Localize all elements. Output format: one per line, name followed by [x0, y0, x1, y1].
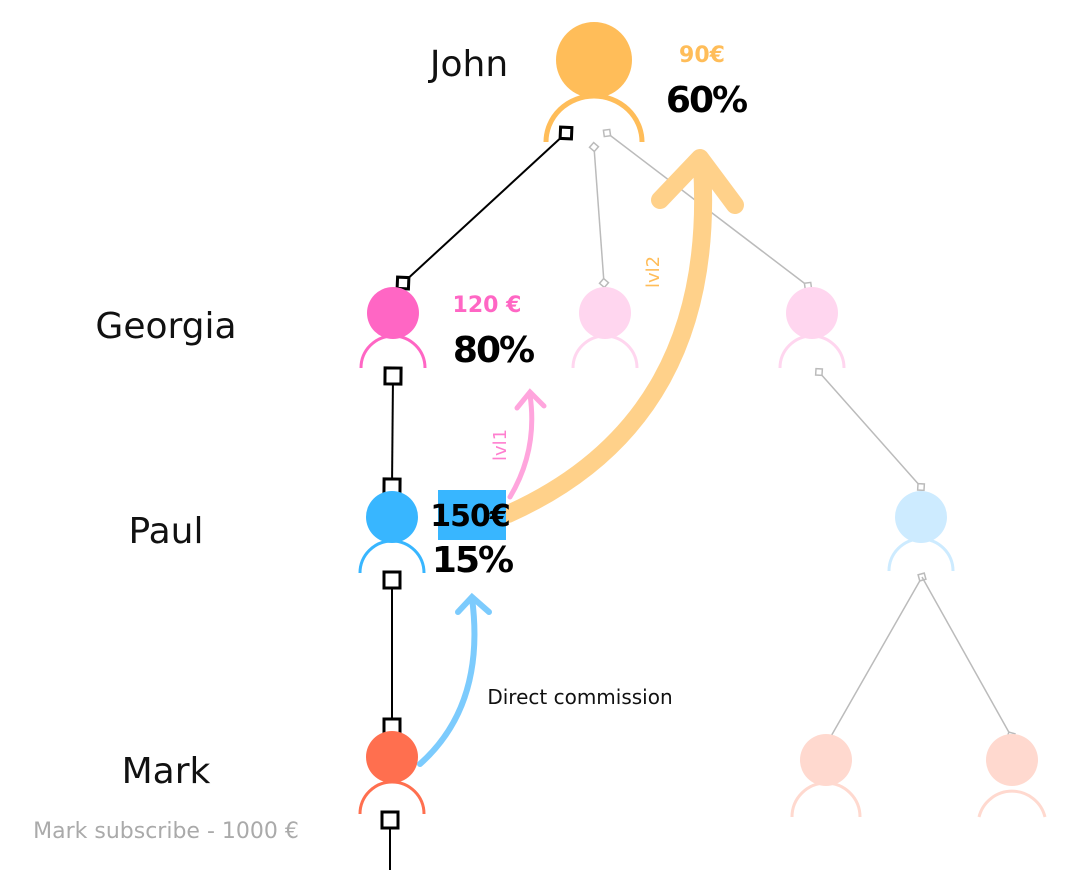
percent: 15% — [432, 540, 513, 581]
amount-highlight — [438, 490, 506, 540]
person-name: Paul — [129, 511, 204, 552]
percent: 60% — [666, 80, 747, 121]
person-name: Georgia — [95, 306, 236, 347]
person-name: Mark — [122, 751, 211, 792]
person-icons — [358, 22, 1047, 818]
arrow-label: lvl1 — [490, 429, 511, 461]
amount: 150€ — [430, 499, 510, 534]
caption: Mark subscribe - 1000 € — [33, 819, 299, 844]
amount: 90€ — [679, 43, 725, 68]
person-name: John — [428, 44, 508, 85]
arrow-label: Direct commission — [487, 685, 672, 709]
percent: 80% — [453, 330, 534, 371]
amount: 120 € — [453, 293, 522, 318]
commission-arrows — [417, 149, 744, 767]
arrow-label: lvl2 — [643, 256, 664, 288]
